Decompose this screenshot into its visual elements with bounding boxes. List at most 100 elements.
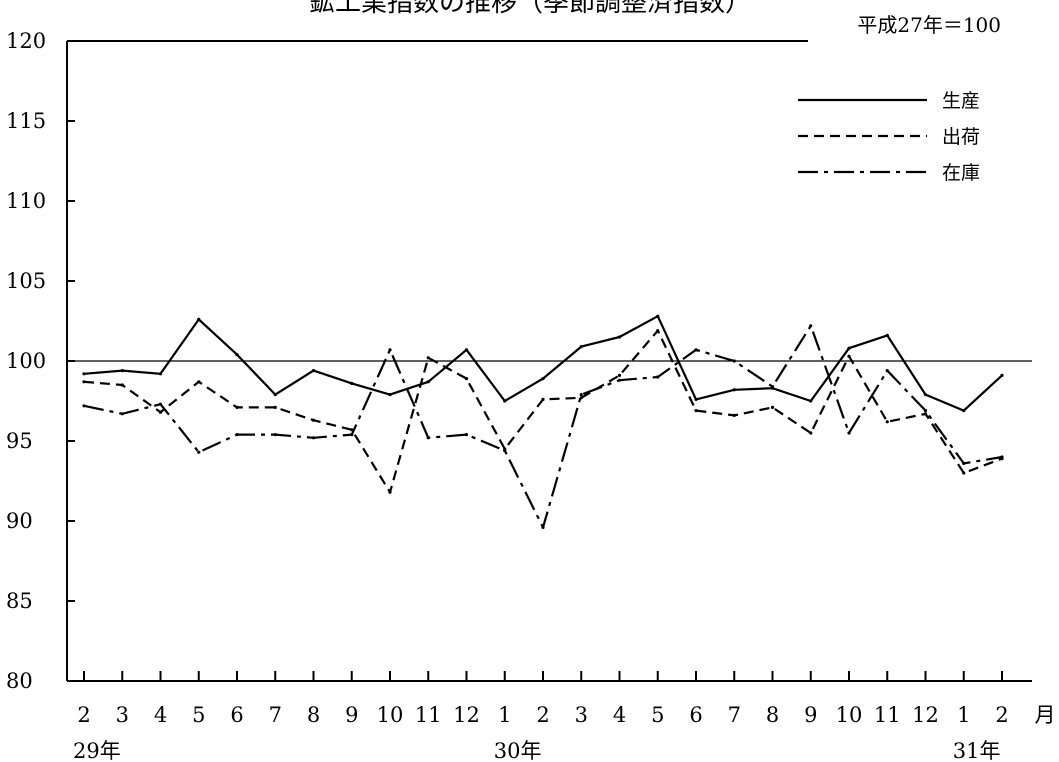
data-point-dashdot [809,324,813,328]
data-point-dashdot [197,450,201,454]
data-point-solid [503,399,507,403]
year-label: 29年 [73,739,121,762]
data-point-solid [579,345,583,349]
data-point-dashed [809,431,813,435]
legend-label: 在庫 [942,162,980,184]
data-point-solid [82,372,86,376]
year-label: 31年 [953,739,1001,762]
data-point-dashed [426,356,430,360]
data-point-dashdot [617,378,622,382]
data-point-dashed [732,413,736,417]
y-tick-label: 115 [6,109,46,133]
x-tick-label: 7 [269,703,282,727]
x-tick-label: 10 [836,703,863,727]
data-point-solid [962,409,966,413]
x-tick-label: 9 [345,703,358,727]
data-point-dashed [158,410,163,414]
x-tick-label: 2 [77,703,90,727]
x-tick-label: 2 [536,703,549,727]
y-tick-label: 105 [6,269,46,293]
data-point-dashed [962,471,966,475]
data-point-dashdot [82,404,86,408]
legend-label: 生産 [942,90,980,112]
data-point-dashdot [694,348,698,352]
x-tick-label: 7 [728,703,741,727]
data-point-dashed [273,405,277,409]
chart-title: 鉱工業指数の推移（季節調整済指数） [309,0,751,18]
data-point-dashdot [656,375,660,379]
y-tick-label: 90 [6,509,33,533]
data-point-solid [273,393,277,397]
data-point-dashed [885,420,889,424]
data-point-dashed [541,397,545,401]
x-tick-label: 5 [651,703,664,727]
x-tick-label: 12 [912,703,939,727]
x-tick-label: 4 [154,703,167,727]
x-tick-label: 4 [613,703,626,727]
data-point-solid [541,377,545,381]
y-tick-label: 95 [6,429,33,453]
data-point-solid [885,333,889,337]
y-tick-label: 80 [6,669,33,693]
data-point-dashdot [579,393,583,397]
data-point-solid [120,369,124,373]
x-tick-label: 10 [377,703,404,727]
base-note: 平成27年＝100 [857,13,1001,37]
data-point-dashdot [350,433,354,437]
data-point-dashdot [770,385,775,389]
data-point-dashed [617,373,622,377]
data-point-dashed [311,418,316,422]
data-point-dashdot [273,433,277,437]
data-point-solid [197,317,201,321]
data-point-solid [809,399,813,403]
data-point-solid [923,393,928,397]
data-point-dashdot [923,409,928,413]
x-tick-label: 8 [766,703,779,727]
data-point-dashed [120,383,124,387]
data-point-dashdot [732,359,736,363]
data-point-dashdot [426,436,430,440]
data-point-dashdot [158,402,163,406]
x-tick-label: 3 [575,703,588,727]
x-tick-label: 6 [230,703,243,727]
year-label: 30年 [494,739,542,762]
x-tick-label: 1 [498,703,511,727]
y-tick-label: 120 [6,29,46,53]
data-point-dashdot [541,525,545,530]
y-tick-label: 110 [6,189,46,213]
data-point-dashdot [503,449,507,453]
data-point-solid [388,393,392,397]
data-point-dashed [235,405,239,409]
y-tick-label: 100 [6,349,46,373]
data-point-dashdot [311,436,316,440]
x-tick-label: 2 [995,703,1008,727]
data-point-solid [732,388,736,392]
data-point-solid [656,314,660,318]
x-tick-label: 11 [874,703,901,727]
x-unit-label: 月 [1035,703,1056,727]
data-point-dashdot [847,431,851,435]
data-point-dashed [82,380,86,384]
data-point-solid [694,397,698,401]
data-point-dashdot [388,348,392,352]
data-point-solid [464,348,469,352]
data-point-dashed [694,409,698,413]
x-tick-label: 12 [453,703,480,727]
data-point-dashed [923,412,928,416]
x-tick-label: 11 [415,703,442,727]
data-point-dashdot [235,433,239,437]
data-point-dashed [847,354,851,358]
data-point-solid [1000,373,1004,377]
data-point-solid [847,346,851,350]
data-point-dashdot [962,461,966,465]
data-point-solid [158,372,163,376]
data-point-dashdot [885,369,889,373]
data-point-solid [235,353,239,357]
data-point-solid [311,369,316,373]
data-point-dashdot [120,412,124,416]
data-point-dashed [197,380,201,384]
x-tick-label: 8 [307,703,320,727]
